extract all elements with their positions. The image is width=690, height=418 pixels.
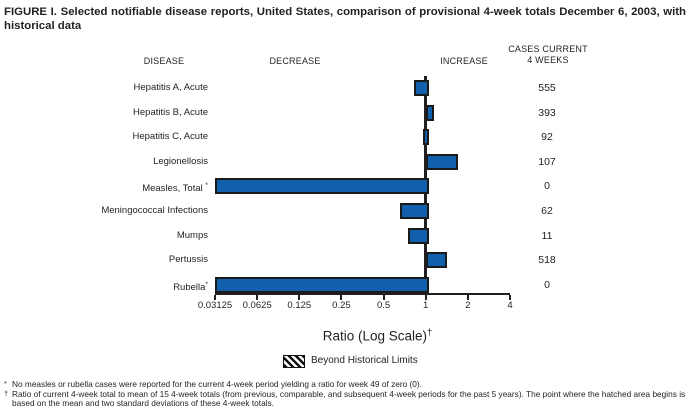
disease-label: Rubella*: [173, 280, 208, 293]
disease-label: Mumps: [176, 229, 208, 241]
plot-area: 0.03125 0.0625 0.125 0.25 0.5 1 2 4: [198, 76, 513, 311]
axis-tick: [256, 295, 259, 300]
disease-label: Hepatitis C, Acute: [132, 131, 208, 143]
ratio-bar: [414, 80, 429, 96]
footnote-text: Ratio of current 4-week total to mean of…: [12, 388, 686, 409]
footnote-text: No measles or rubella cases were reporte…: [12, 379, 422, 389]
axis-tick-label: 0.03125: [197, 300, 233, 311]
disease-label: Meningococcal Infections: [101, 205, 208, 216]
column-header-increase: INCREASE: [440, 56, 488, 66]
axis-tick-label: 0.0625: [242, 300, 272, 311]
disease-label: Measles, Total *: [142, 182, 208, 195]
hatched-legend-swatch: [283, 355, 305, 368]
axis-tick: [340, 295, 343, 300]
axis-tick: [509, 295, 511, 300]
disease-label: Hepatitis B, Acute: [133, 106, 208, 118]
cases-value: 11: [541, 229, 553, 242]
cases-value: 62: [541, 205, 553, 217]
axis-tick: [466, 295, 469, 300]
footnote-marker: *: [205, 280, 208, 288]
ratio-bar: [425, 252, 447, 269]
column-header-cases-line1: CASES CURRENT: [508, 44, 588, 54]
axis-caption-dagger: †: [427, 327, 433, 338]
footnote-marker: *: [4, 379, 7, 388]
footnote-marker: *: [205, 182, 208, 190]
cases-value: 0: [544, 278, 550, 291]
axis-tick: [424, 295, 427, 300]
axis-caption: Ratio (Log Scale)†: [230, 327, 525, 344]
axis-tick-label: 0.5: [376, 300, 391, 311]
disease-label: Hepatitis A, Acute: [133, 82, 208, 93]
axis-tick: [298, 295, 301, 300]
ratio-bar: [408, 227, 429, 244]
disease-label: Legionellosis: [153, 155, 208, 167]
cases-value: 92: [541, 131, 553, 144]
cases-value: 0: [544, 180, 550, 193]
footnote-marker: †: [4, 388, 9, 398]
cases-value: 393: [538, 106, 556, 119]
axis-tick-label: 4: [507, 300, 513, 311]
axis-tick-label: 1: [423, 300, 429, 311]
column-header-decrease: DECREASE: [269, 56, 321, 66]
figure-title: FIGURE I. Selected notifiable disease re…: [4, 6, 686, 32]
axis-tick-label: 0.25: [332, 300, 351, 311]
cases-value: 555: [538, 82, 556, 94]
footnote: † Ratio of current 4-week total to mean o…: [4, 388, 688, 409]
cases-value: 518: [538, 254, 556, 267]
disease-label: Pertussis: [168, 254, 208, 266]
legend-label: Beyond Historical Limits: [311, 355, 418, 366]
axis-tick-label: 2: [465, 300, 471, 311]
ratio-bar: [215, 276, 429, 293]
cases-value: 107: [538, 155, 556, 168]
ratio-bar: [423, 129, 429, 146]
column-header-cases: CASES CURRENT 4 WEEKS: [494, 44, 602, 66]
footnotes: * No measles or rubella cases were report…: [4, 379, 688, 409]
column-header-cases-line2: 4 WEEKS: [527, 55, 569, 65]
ratio-bar: [425, 104, 435, 121]
ratio-bar: [215, 178, 429, 195]
axis-tick: [214, 295, 216, 300]
footnote: * No measles or rubella cases were report…: [4, 379, 688, 390]
axis-tick: [382, 295, 385, 300]
ratio-bar: [425, 153, 458, 170]
ratio-bar: [399, 203, 429, 219]
column-header-disease: DISEASE: [143, 56, 185, 66]
axis-caption-text: Ratio (Log Scale): [322, 328, 428, 344]
axis-tick-label: 0.125: [287, 300, 312, 311]
